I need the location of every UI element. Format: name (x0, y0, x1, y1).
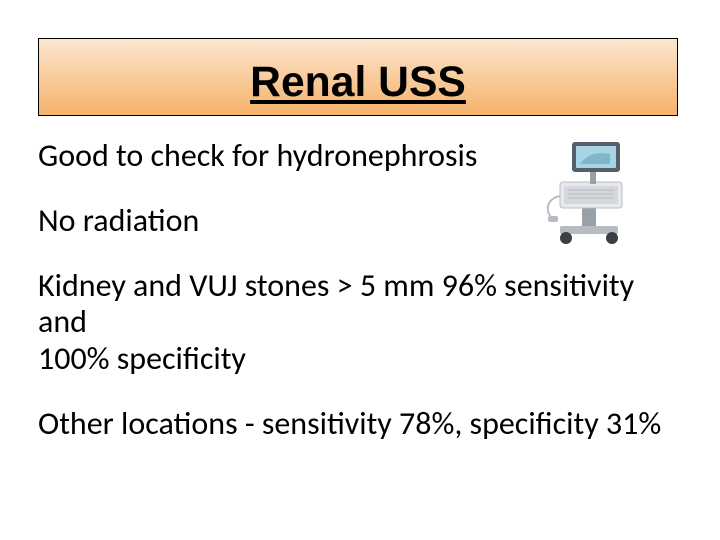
title-box: Renal USS (38, 38, 678, 116)
bullet-line-3b: 100% specificity (38, 341, 678, 378)
bullet-line-4: Other locations - sensitivity 78%, speci… (38, 406, 678, 443)
bullet-line-3a: Kidney and VUJ stones > 5 mm 96% sensiti… (38, 268, 678, 342)
spacer (38, 378, 678, 406)
slide: Renal USS Good to check for hydronephros… (0, 0, 720, 540)
slide-title: Renal USS (250, 58, 466, 107)
ultrasound-machine-icon (530, 138, 650, 248)
